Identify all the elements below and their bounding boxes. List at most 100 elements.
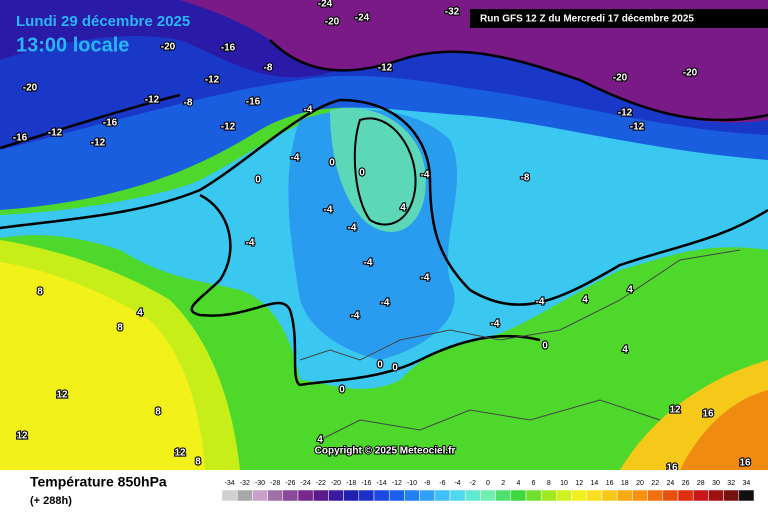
contour-label: -4 (324, 205, 333, 216)
contour-label: -12 (378, 63, 393, 74)
colorbar-swatch (647, 489, 664, 502)
colorbar-swatch (449, 489, 466, 502)
colorbar-swatch (297, 489, 314, 502)
legend-lead: (+ 288h) (30, 495, 72, 507)
coastline (299, 249, 741, 361)
contour-label: -4 (351, 311, 360, 322)
map: -20 -16 -12 -12 -16 -12 -8 -12 -16 -8 -20 -16 -12 -4 -… (0, 0, 768, 470)
run-box (470, 9, 768, 28)
contour-label: -16 (221, 43, 236, 54)
contour-label: -8 (521, 173, 530, 184)
colorbar-swatch (358, 489, 375, 502)
contour-label: 4 (622, 345, 628, 356)
contour-label: 0 (339, 385, 345, 396)
colorbar-label: -34 (225, 480, 235, 487)
contour-label: -16 (103, 118, 118, 129)
colorbar-label: 16 (606, 480, 614, 487)
contour-label: 4 (582, 295, 588, 306)
contour-label: 0 (329, 158, 335, 169)
field-purple (180, 0, 768, 123)
contour-label: -12 (630, 122, 645, 133)
contour-label: 12 (174, 448, 186, 459)
colorbar-swatch (312, 489, 329, 502)
colorbar-swatch (282, 489, 299, 502)
colorbar-swatch (252, 489, 268, 502)
contour-label: 4 (317, 435, 323, 446)
colorbar-label: 14 (591, 480, 599, 487)
contour-label: 4 (137, 308, 143, 319)
isotherm-zero (190, 193, 541, 387)
contour-label: -12 (618, 108, 633, 119)
colorbar-swatch (510, 489, 527, 502)
contour-label: 0 (359, 168, 365, 179)
contour-label: -32 (445, 7, 460, 18)
contour-label: -20 (325, 17, 340, 28)
copyright: Copyright © 2025 Meteociel.fr (315, 446, 456, 457)
contour-label: 4 (400, 203, 406, 214)
contour-label: -20 (161, 42, 176, 53)
colorbar-label: 20 (636, 480, 644, 487)
contour-label: 0 (542, 341, 548, 352)
colorbar-label: -2 (470, 480, 476, 487)
legend-title: Température 850hPa (30, 474, 167, 490)
contour-label: -4 (246, 238, 255, 249)
colorbar-label: 6 (532, 480, 536, 487)
colorbar-label: -30 (255, 480, 265, 487)
colorbar-label: 34 (743, 480, 751, 487)
colorbar-swatch (434, 489, 451, 502)
colorbar-swatch (480, 489, 496, 502)
colorbar-label: -12 (392, 480, 402, 487)
colorbar-swatch (495, 489, 512, 502)
contour-label: 8 (155, 407, 161, 418)
contour-label: -4 (304, 105, 313, 116)
contour-label: -4 (421, 170, 430, 181)
colorbar-swatch (404, 489, 420, 502)
colorbar-label: 22 (651, 480, 659, 487)
contour-label: -4 (491, 319, 500, 330)
colorbar-swatch (540, 489, 557, 502)
colorbar-label: 8 (547, 480, 551, 487)
colorbar-swatch (662, 489, 679, 502)
contour-label: -4 (536, 297, 545, 308)
isotherm (269, 39, 768, 122)
contour-label: 12 (16, 431, 28, 442)
contour-label: 4 (627, 285, 633, 296)
contour-label: -24 (318, 0, 333, 10)
colorbar-swatch (267, 489, 284, 502)
contour-label: -16 (13, 133, 28, 144)
contour-label: -20 (23, 83, 38, 94)
contour-label: -12 (91, 138, 106, 149)
colorbar-swatch (677, 489, 694, 502)
isotherm (0, 93, 181, 150)
contour-label: -8 (184, 98, 193, 109)
colorbar-swatch (373, 489, 390, 502)
colorbar-label: -26 (285, 480, 295, 487)
contour-label: 16 (739, 458, 751, 469)
colorbar-swatch (328, 489, 344, 502)
colorbar-swatch (388, 489, 405, 502)
isotherm (353, 117, 417, 226)
colorbar-swatch (723, 489, 740, 502)
contour-label: -8 (264, 63, 273, 74)
colorbar-label: 0 (486, 480, 490, 487)
contour-label: 12 (669, 405, 681, 416)
contour-label: -4 (291, 153, 300, 164)
colorbar-swatch (343, 489, 360, 502)
contour-label: 0 (392, 363, 398, 374)
colorbar-swatch (464, 489, 481, 502)
contour-label: -20 (683, 68, 698, 79)
contour-label: -16 (246, 97, 261, 108)
colorbar-label: 10 (560, 480, 568, 487)
contour-label: -4 (421, 273, 430, 284)
colorbar-swatch (632, 489, 648, 502)
colorbar-swatch (616, 489, 633, 502)
field-orange (680, 390, 768, 470)
colorbar-swatch (708, 489, 724, 502)
colorbar-label: -22 (316, 480, 326, 487)
colorbar: -34 -32 -30 -28 -26 -24 -22 -20 -18 -16 -14 -12 -10-… (221, 480, 755, 502)
contour-label: -12 (48, 128, 63, 139)
colorbar-swatch (236, 489, 253, 502)
colorbar-label: 32 (727, 480, 735, 487)
colorbar-swatch (692, 489, 709, 502)
